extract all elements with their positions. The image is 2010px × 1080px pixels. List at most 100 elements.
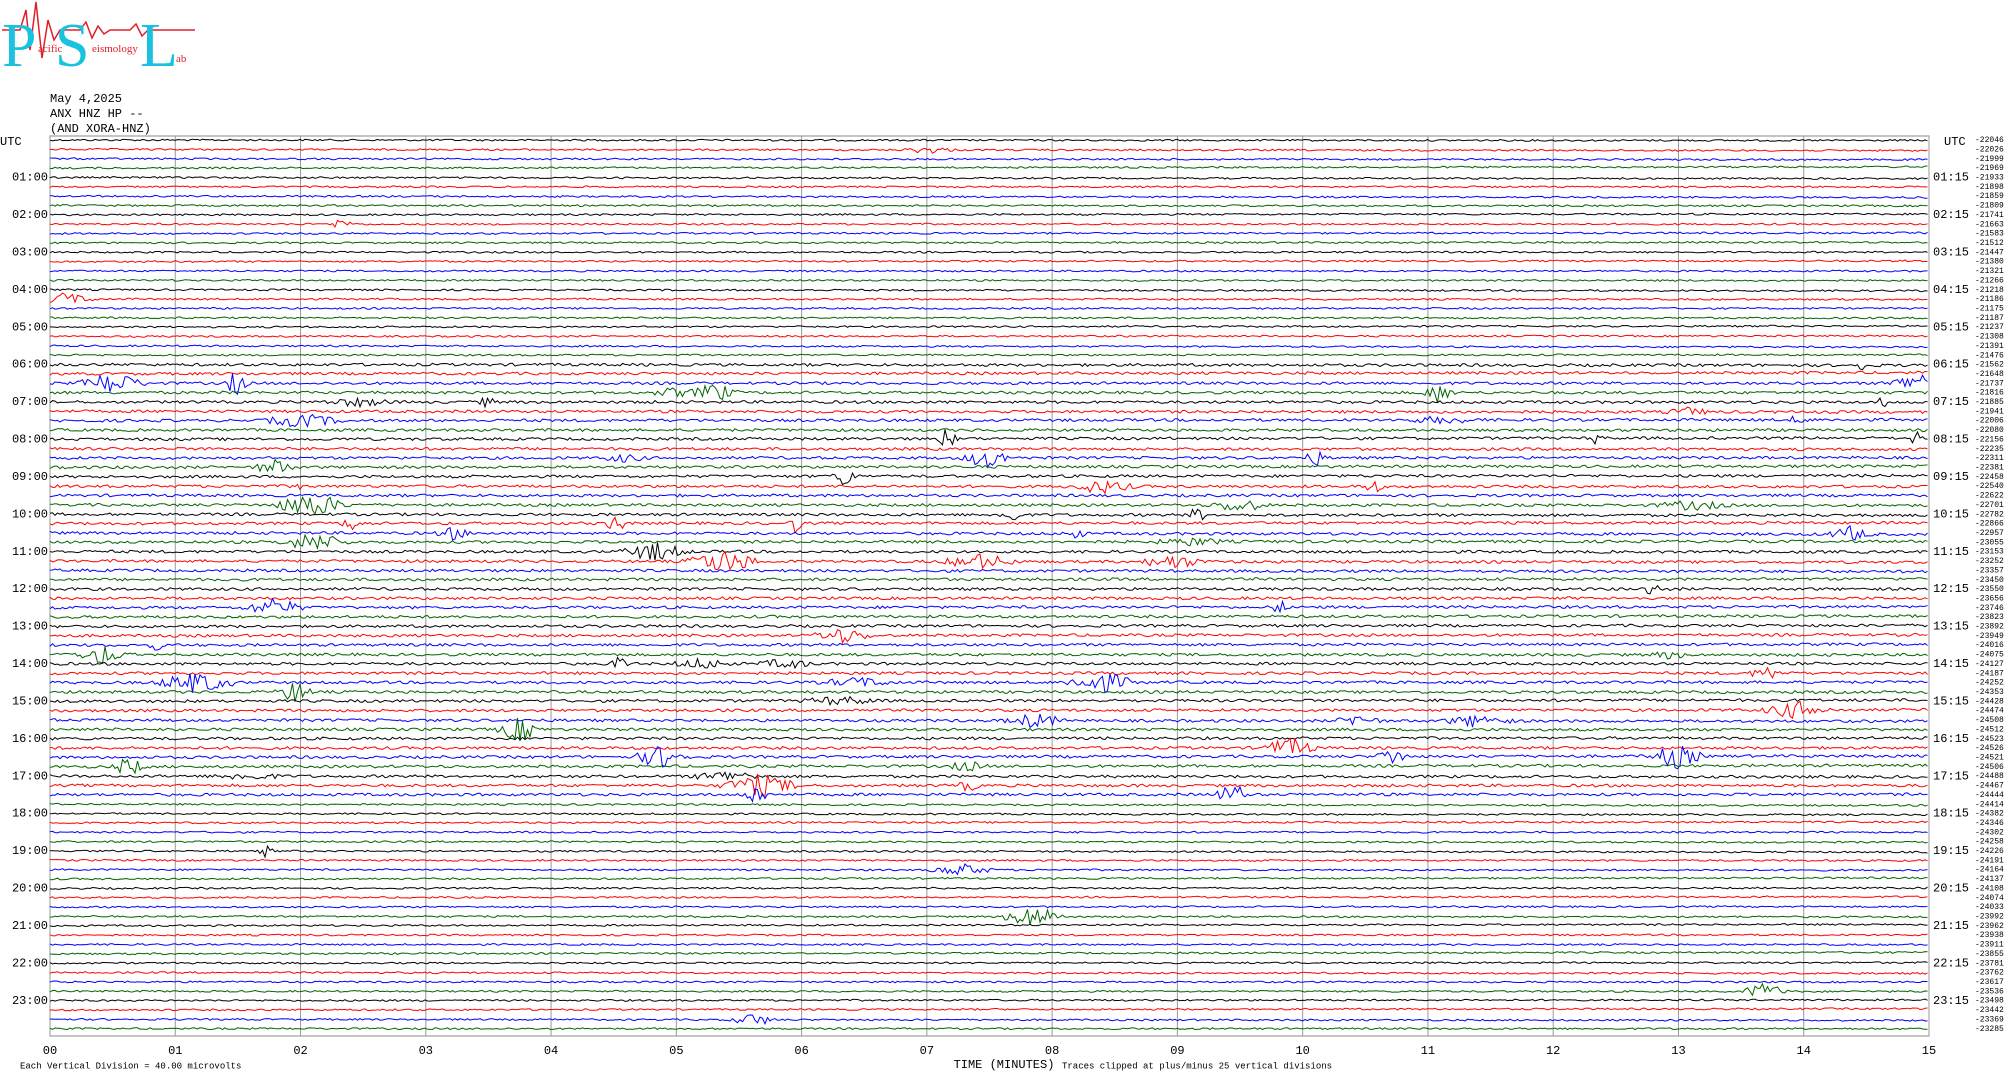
x-tick-label: 00 — [43, 1044, 57, 1058]
trace — [49, 147, 1928, 154]
trace — [49, 577, 1928, 582]
trace — [49, 1027, 1928, 1031]
trace — [49, 219, 1928, 229]
trace — [49, 758, 1928, 775]
hour-label: 08:00 — [12, 433, 48, 447]
clip-note: Traces clipped at plus/minus 25 vertical… — [1062, 1061, 1332, 1071]
hour-label-right: 16:15 — [1933, 732, 1969, 746]
trace — [49, 212, 1928, 217]
hour-label: 07:00 — [12, 395, 48, 409]
hour-label-right: 23:15 — [1933, 994, 1969, 1008]
trace — [49, 613, 1928, 619]
trace-offset: -22311 — [1975, 454, 2004, 463]
trace-offset: -23442 — [1975, 1006, 2004, 1015]
hour-label-right: 09:15 — [1933, 470, 1969, 484]
trace — [49, 240, 1928, 245]
hour-label-right: 14:15 — [1933, 657, 1969, 671]
trace-offset: -24033 — [1975, 903, 2004, 912]
trace — [49, 980, 1928, 984]
trace-offset: -21218 — [1975, 286, 2004, 295]
trace-offset: -21969 — [1975, 164, 2004, 173]
trace-offset: -23823 — [1975, 613, 2004, 622]
trace — [49, 695, 1928, 707]
trace-offset: -24164 — [1975, 866, 2004, 875]
hour-label-right: 15:15 — [1933, 694, 1969, 708]
trace — [50, 194, 1928, 199]
trace — [49, 306, 1928, 310]
trace-offset: -24074 — [1975, 894, 2004, 903]
hour-label-right: 22:15 — [1933, 956, 1969, 970]
trace-offset: -23153 — [1975, 548, 2004, 557]
trace — [49, 334, 1928, 338]
trace-offset: -23656 — [1975, 594, 2004, 603]
hour-label: 16:00 — [12, 732, 48, 746]
trace — [49, 933, 1928, 937]
hour-label-right: 20:15 — [1933, 882, 1969, 896]
trace — [49, 982, 1928, 997]
trace-offset: -24258 — [1975, 838, 2004, 847]
logo-letter: L — [140, 12, 178, 80]
trace — [49, 998, 1928, 1003]
trace — [49, 373, 1928, 396]
trace-offset: -23450 — [1975, 576, 2004, 585]
trace-offset: -22156 — [1975, 435, 2004, 444]
trace-offset: -24488 — [1975, 772, 2004, 781]
trace-offset: -24252 — [1975, 679, 2004, 688]
trace-offset: -21187 — [1975, 314, 2004, 323]
scale-note: Each Vertical Division = 40.00 microvolt… — [20, 1061, 241, 1071]
trace — [49, 516, 1928, 534]
hour-label: 06:00 — [12, 358, 48, 372]
trace — [49, 324, 1928, 329]
logo-letter: S — [55, 12, 89, 80]
trace — [49, 269, 1928, 273]
trace — [49, 745, 1928, 770]
trace-offset: -21663 — [1975, 220, 2004, 229]
trace-offset: -21447 — [1975, 248, 2004, 257]
trace-offset: -24127 — [1975, 660, 2004, 669]
x-axis-title: TIME (MINUTES) — [954, 1058, 1055, 1072]
trace-offset: -22866 — [1975, 520, 2004, 529]
trace-offset: -24108 — [1975, 884, 2004, 893]
trace — [49, 713, 1928, 729]
trace-offset: -21737 — [1975, 379, 2004, 388]
trace-offset: -22957 — [1975, 529, 2004, 538]
trace — [49, 292, 1928, 304]
trace — [49, 458, 1928, 473]
trace — [49, 584, 1928, 595]
trace-offset: -23949 — [1975, 632, 2004, 641]
trace-offset: -21816 — [1975, 389, 2004, 398]
trace — [49, 396, 1928, 409]
hour-label-right: 11:15 — [1933, 545, 1969, 559]
hour-label-right: 06:15 — [1933, 358, 1969, 372]
logo-word: ab — [176, 53, 187, 65]
hour-label-right: 12:15 — [1933, 582, 1969, 596]
trace-offset: -21999 — [1975, 155, 2004, 164]
trace-offset: -23357 — [1975, 566, 2004, 575]
trace — [49, 165, 1928, 170]
trace — [49, 886, 1928, 890]
trace-offset: -24075 — [1975, 651, 2004, 660]
trace — [49, 971, 1928, 975]
trace-offset: -21237 — [1975, 323, 2004, 332]
trace-offset: -24346 — [1975, 819, 2004, 828]
trace-offset: -23617 — [1975, 978, 2004, 987]
trace — [49, 905, 1928, 909]
logo-wave — [2, 1, 195, 59]
trace — [49, 406, 1928, 416]
trace-offset: -24226 — [1975, 847, 2004, 856]
x-tick-label: 05 — [669, 1044, 683, 1058]
trace-offset: -21175 — [1975, 304, 2004, 313]
trace — [49, 943, 1928, 947]
trace-offset: -23992 — [1975, 913, 2004, 922]
trace — [49, 629, 1928, 645]
trace-offset: -24016 — [1975, 641, 2004, 650]
trace-offset: -24521 — [1975, 753, 2004, 762]
trace — [49, 682, 1928, 702]
trace-offset: -24137 — [1975, 875, 2004, 884]
hour-label: 18:00 — [12, 807, 48, 821]
trace — [49, 961, 1928, 965]
trace — [49, 844, 1928, 859]
trace-offset: -23550 — [1975, 585, 2004, 594]
hour-label: 04:00 — [12, 283, 48, 297]
